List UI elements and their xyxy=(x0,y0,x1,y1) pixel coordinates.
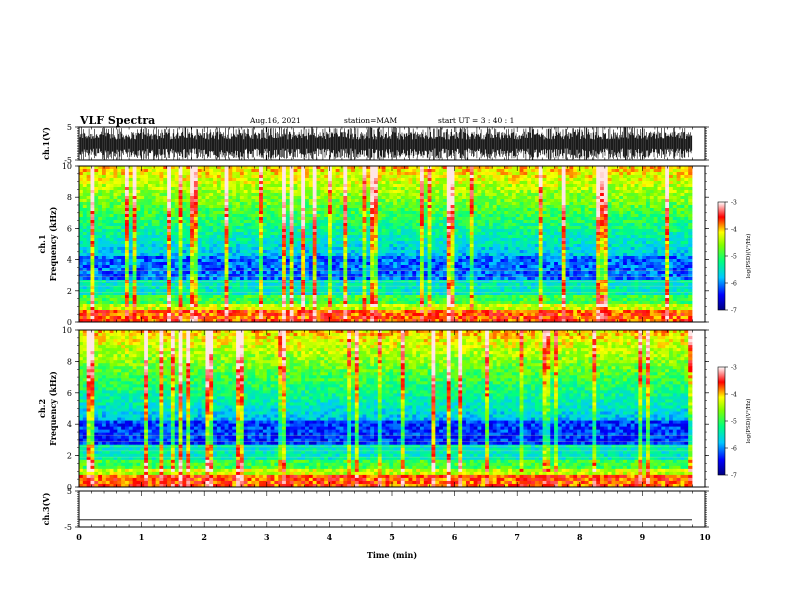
ch2-colorbar-label: log(PSD)(V²/Hz) xyxy=(745,399,752,444)
ch2-colorbar-gradient xyxy=(717,366,726,476)
ch3-waveform-frame xyxy=(78,490,706,528)
ch1-colorbar-tick-label: -3 xyxy=(731,200,737,207)
ch1-spectrogram-ytick-label: 0 xyxy=(67,318,72,327)
ch2-spectrogram-ylabel-channel: ch.2 xyxy=(37,399,47,418)
ch3-waveform-ytick-label: 5 xyxy=(67,487,72,496)
ch1-colorbar-gradient xyxy=(717,201,726,311)
time-tick-label: 3 xyxy=(264,532,270,542)
ch1-colorbar-label: log(PSD)(V²/Hz) xyxy=(745,234,752,279)
ch1-spectrogram-ylabel-frequency: Frequency (kHz) xyxy=(48,206,58,281)
time-axis: 0 1 2 3 4 5 6 7 8 9 10 Time (min) xyxy=(76,532,711,560)
ch2-colorbar: -3 -4 -5 -6 -7 log(PSD)(V²/Hz) xyxy=(717,365,752,480)
chart-title: VLF Spectra xyxy=(80,114,156,127)
ch1-colorbar: -3 -4 -5 -6 -7 log(PSD)(V²/Hz) xyxy=(717,200,752,315)
time-tick-label: 2 xyxy=(201,532,207,542)
ch1-waveform-ytick-label: 5 xyxy=(67,123,72,132)
ch2-spectrogram-cells xyxy=(79,330,693,488)
ch2-spectrogram-ytick-label: 2 xyxy=(67,452,72,461)
ch2-colorbar-tick-label: -3 xyxy=(731,365,737,372)
date-label: Aug.16, 2021 xyxy=(250,116,301,125)
ch2-spectrogram-ylabel-frequency: Frequency (kHz) xyxy=(48,371,58,446)
ch1-spectrogram-ytick-label: 2 xyxy=(67,287,72,296)
ch1-waveform-trace xyxy=(79,127,693,160)
time-tick-label: 4 xyxy=(327,532,333,542)
ch1-spectrogram-panel: 0 2 4 6 8 10 ch.1 Frequency (kHz) xyxy=(37,162,709,327)
ch1-spectrogram-cells xyxy=(79,166,693,323)
ch1-waveform-ylabel: ch.1(V) xyxy=(41,127,51,160)
time-tick-label: 9 xyxy=(640,532,646,542)
time-tick-label: 6 xyxy=(452,532,458,542)
start-ut-label: start UT = 3 : 40 : 1 xyxy=(438,116,515,125)
ch1-spectrogram-ylabel-channel: ch.1 xyxy=(37,234,47,253)
ch2-spectrogram-ytick-label: 0 xyxy=(67,483,72,492)
ch1-spectrogram-ytick-label: 10 xyxy=(62,162,72,171)
time-tick-label: 0 xyxy=(76,532,82,542)
ch1-colorbar-tick-label: -5 xyxy=(731,254,737,261)
ch3-waveform-ytick-label: -5 xyxy=(64,523,72,532)
ch3-waveform-panel: 5 -5 ch.3(V) xyxy=(41,487,709,532)
ch1-spectrogram-ytick-label: 4 xyxy=(67,256,72,265)
ch2-spectrogram-ytick-label: 8 xyxy=(67,357,72,366)
ch1-colorbar-tick-label: -7 xyxy=(731,308,737,315)
time-tick-label: 10 xyxy=(699,532,711,542)
time-tick-label: 7 xyxy=(514,532,520,542)
ch2-spectrogram-panel: 0 2 4 6 8 10 ch.2 Frequency (kHz) xyxy=(37,326,709,492)
ch1-waveform-ytick-label: -5 xyxy=(64,156,72,165)
ch2-spectrogram-ytick-label: 6 xyxy=(67,389,72,398)
ch3-waveform-ylabel: ch.3(V) xyxy=(41,492,51,525)
ch1-waveform-panel: 5 -5 ch.1(V) xyxy=(41,123,709,165)
ch2-colorbar-tick-label: -7 xyxy=(731,473,737,480)
time-axis-label: Time (min) xyxy=(367,550,417,560)
ch2-colorbar-tick-label: -4 xyxy=(731,392,737,399)
ch2-colorbar-tick-label: -5 xyxy=(731,419,737,426)
ch1-spectrogram-ytick-label: 6 xyxy=(67,224,72,233)
time-tick-label: 8 xyxy=(577,532,583,542)
ch2-spectrogram-ytick-label: 4 xyxy=(67,420,72,429)
time-tick-label: 1 xyxy=(139,532,145,542)
ch1-colorbar-tick-label: -4 xyxy=(731,227,737,234)
time-tick-label: 5 xyxy=(389,532,395,542)
ch1-spectrogram-ytick-label: 8 xyxy=(67,193,72,202)
ch2-colorbar-tick-label: -6 xyxy=(731,446,737,453)
ch1-colorbar-tick-label: -6 xyxy=(731,281,737,288)
station-label: station=MAM xyxy=(344,116,398,125)
ch2-spectrogram-ytick-label: 10 xyxy=(62,326,72,335)
